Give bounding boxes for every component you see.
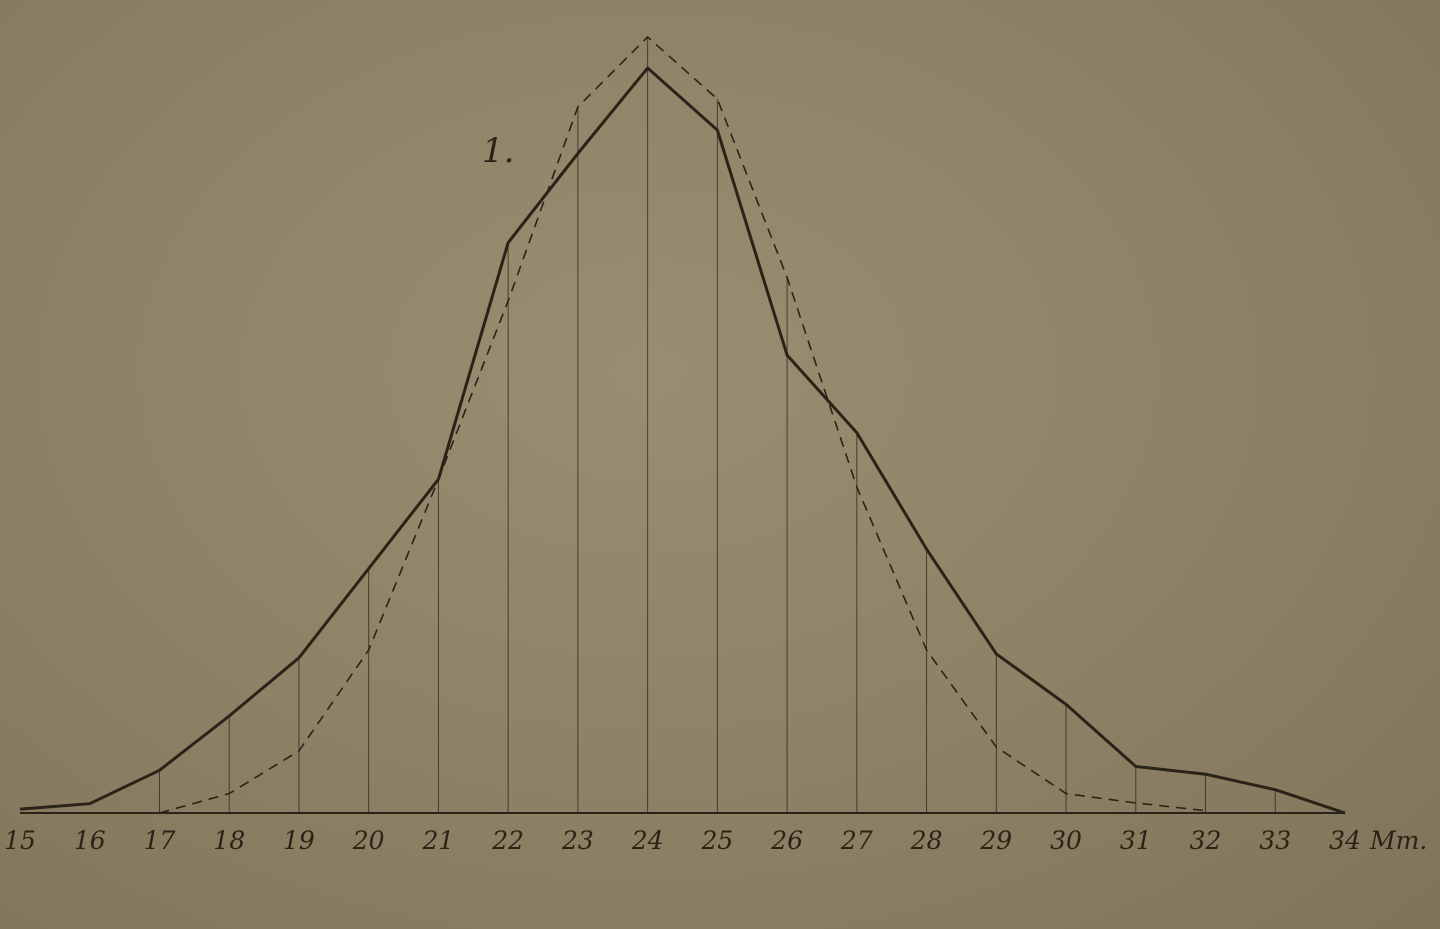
series-dashed-line xyxy=(159,36,1206,814)
x-tick-label-20: 20 xyxy=(352,826,385,855)
x-tick-label-21: 21 xyxy=(422,826,455,855)
x-tick-label-29: 29 xyxy=(979,826,1012,855)
x-tick-label-30: 30 xyxy=(1050,826,1082,855)
x-unit-label: Mm. xyxy=(1369,826,1427,855)
x-tick-label-22: 22 xyxy=(491,826,524,855)
x-tick-label-17: 17 xyxy=(144,826,176,855)
x-tick-label-34: 34 xyxy=(1329,826,1361,855)
x-tick-label-27: 27 xyxy=(840,826,873,855)
curve-label: 1. xyxy=(482,131,514,171)
x-tick-label-32: 32 xyxy=(1190,826,1222,855)
x-tick-label-28: 28 xyxy=(910,826,943,855)
series-layer xyxy=(19,36,1346,815)
series-solid-line xyxy=(19,66,1346,815)
x-tick-label-15: 15 xyxy=(4,826,36,855)
x-tick-label-19: 19 xyxy=(283,826,315,855)
x-tick-label-26: 26 xyxy=(770,826,803,855)
tick-labels: 15 16 17 18 19 20 21 22 23 24 25 26 27 28 29 30 31 32 33 34 xyxy=(4,826,1361,855)
x-tick-label-24: 24 xyxy=(631,826,664,855)
x-tick-label-33: 33 xyxy=(1259,826,1291,855)
x-tick-label-18: 18 xyxy=(213,826,245,855)
x-tick-label-31: 31 xyxy=(1120,826,1152,855)
x-tick-label-25: 25 xyxy=(700,826,733,855)
x-tick-label-23: 23 xyxy=(561,826,594,855)
drop-lines xyxy=(158,37,1276,813)
x-tick-label-16: 16 xyxy=(74,826,106,855)
